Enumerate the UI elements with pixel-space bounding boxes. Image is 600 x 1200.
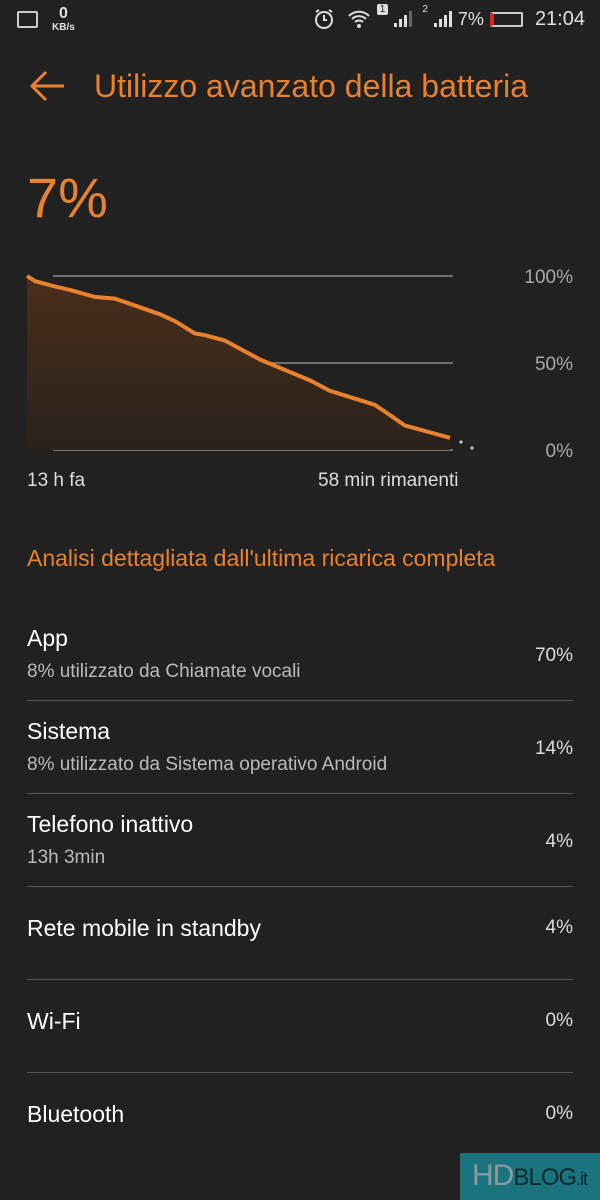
projection-dot bbox=[459, 440, 463, 444]
item-value: 4% bbox=[545, 831, 573, 852]
image-icon bbox=[17, 10, 38, 28]
item-title: App bbox=[27, 625, 68, 651]
item-title: Wi-Fi bbox=[27, 1008, 81, 1034]
y-tick-label: 100% bbox=[524, 267, 573, 288]
item-title: Rete mobile in standby bbox=[27, 915, 261, 941]
list-item[interactable]: Rete mobile in standby 4% bbox=[27, 887, 573, 980]
battery-chart: 100% 50% 0% bbox=[25, 267, 574, 462]
signal-icon bbox=[394, 11, 413, 27]
signal-icon bbox=[433, 11, 452, 27]
battery-line bbox=[25, 274, 451, 440]
wm-hd: HD bbox=[472, 1159, 514, 1192]
projection-dot bbox=[470, 446, 474, 450]
battery-area bbox=[27, 276, 450, 450]
net-speed: 0 bbox=[58, 4, 68, 22]
net-speed-indicator: 0 KB/s bbox=[52, 4, 75, 33]
battery-percent: 7% bbox=[457, 8, 484, 29]
item-subtitle: 8% utilizzato da Chiamate vocali bbox=[27, 661, 301, 682]
item-value: 0% bbox=[545, 1010, 573, 1031]
status-bar: 0 KB/s 1 2 7% 21:04 bbox=[0, 0, 600, 38]
sim2-label: 2 bbox=[422, 4, 428, 15]
item-value: 14% bbox=[534, 738, 573, 759]
status-right: 1 2 7% 21:04 bbox=[313, 0, 585, 38]
wm-blog: BLOG bbox=[513, 1164, 577, 1191]
item-value: 70% bbox=[534, 645, 573, 666]
wm-it: .it bbox=[576, 1169, 588, 1189]
alarm-icon bbox=[314, 9, 333, 29]
wifi-icon bbox=[348, 10, 370, 28]
list-item[interactable]: App 8% utilizzato da Chiamate vocali 70% bbox=[27, 608, 573, 701]
back-arrow-icon[interactable] bbox=[28, 66, 68, 106]
list-item[interactable]: Sistema 8% utilizzato da Sistema operativ… bbox=[27, 701, 573, 794]
battery-icon bbox=[489, 11, 523, 27]
clock: 21:04 bbox=[534, 7, 585, 30]
list-item[interactable]: Telefono inattivo 13h 3min 4% bbox=[27, 794, 573, 887]
section-title: Analisi dettagliata dall'ultima ricarica… bbox=[27, 545, 496, 571]
net-unit: KB/s bbox=[52, 21, 75, 33]
x-end-label: 58 min rimanenti bbox=[318, 470, 459, 491]
item-title: Sistema bbox=[27, 718, 111, 744]
item-title: Bluetooth bbox=[27, 1101, 125, 1127]
y-tick-label: 50% bbox=[535, 354, 573, 375]
sim1-badge: 1 bbox=[376, 4, 389, 15]
y-tick-label: 0% bbox=[546, 441, 574, 462]
x-start-label: 13 h fa bbox=[27, 470, 86, 491]
status-left: 0 KB/s bbox=[17, 0, 75, 38]
list-item[interactable]: Bluetooth 0% bbox=[27, 1073, 573, 1166]
app-bar: Utilizzo avanzato della batteria bbox=[0, 60, 600, 116]
list-item[interactable]: Wi-Fi 0% bbox=[27, 980, 573, 1073]
item-subtitle: 8% utilizzato da Sistema operativo Andro… bbox=[27, 754, 388, 775]
item-title: Telefono inattivo bbox=[27, 811, 194, 837]
item-subtitle: 13h 3min bbox=[27, 847, 106, 868]
item-value: 4% bbox=[545, 917, 573, 938]
item-value: 0% bbox=[545, 1103, 573, 1124]
page-title: Utilizzo avanzato della batteria bbox=[94, 68, 529, 104]
hdblog-watermark: HDBLOG.it bbox=[460, 1153, 600, 1200]
battery-level: 7% bbox=[27, 166, 108, 229]
